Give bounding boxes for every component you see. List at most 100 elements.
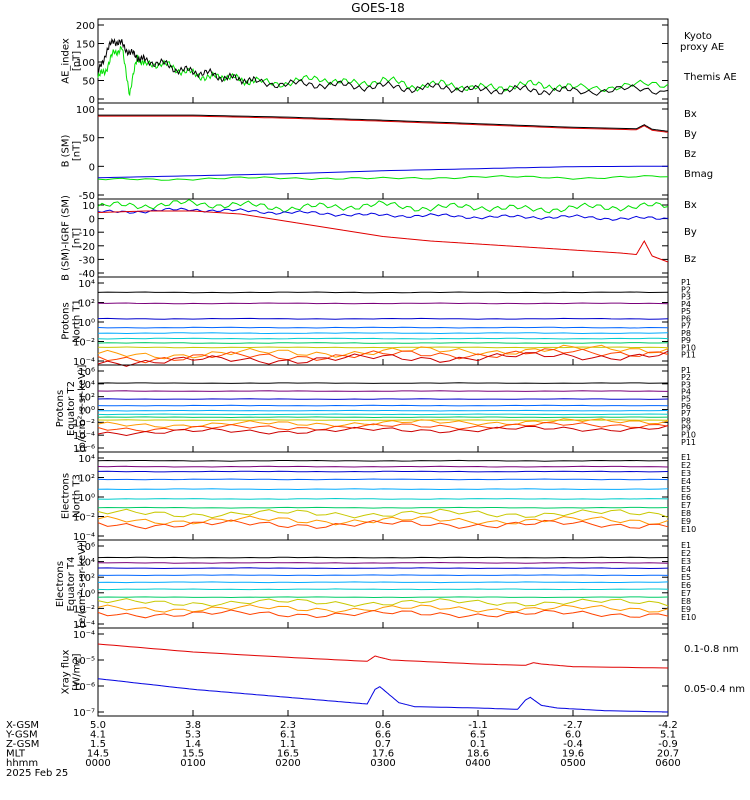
x-row-value: 2.3 [280,720,296,731]
y-axis-title: [W/m2] [72,653,83,690]
y-axis-title: Protons [55,390,66,427]
legend-entry: E1 [681,453,691,462]
y-axis-title: North T3 [72,474,83,518]
legend-entry: P8 [681,416,691,425]
legend-entry: Bz [684,149,696,160]
channel-line-e6 [97,497,669,500]
channel-line-e6 [97,588,669,591]
legend-entry: P3 [681,380,691,389]
series-bmag [98,114,669,132]
channel-line-p3 [97,398,669,400]
legend-entry: P11 [681,438,696,447]
y-tick-label: 0 [89,162,95,173]
series-bz [97,210,669,263]
series-bx [97,165,668,179]
legend-entry: E1 [681,541,691,550]
y-axis-title: Electrons [55,561,66,607]
x-row-value: 20.7 [657,749,679,760]
channel-line-e4 [97,574,669,577]
legend-entry: P8 [681,329,691,338]
legend-entry: Bx [684,200,697,211]
x-row-value: 3.8 [185,720,201,731]
x-row-value: 1.1 [280,739,296,750]
x-row-value: 6.5 [470,730,486,741]
legend-entry: E5 [681,485,691,494]
y-tick-label: 10⁰ [78,318,95,329]
x-row-value: -1.1 [468,720,488,731]
channel-line-e3 [97,470,669,473]
legend-entry: E8 [681,597,691,606]
x-row-value: 0100 [180,758,205,769]
y-tick-label: 10⁻⁴ [73,630,95,641]
x-row-value: 0200 [275,758,300,769]
x-row-value: 0400 [465,758,490,769]
channel-line-e4 [97,478,669,481]
y-tick-label: 10⁻⁷ [73,708,95,719]
y-axis-title: [nT] [72,228,83,248]
x-row-value: 18.6 [467,749,489,760]
y-tick-label: 10² [78,573,95,584]
x-row-value: 6.1 [280,730,296,741]
channel-line-e10 [97,609,669,619]
x-row-value: -4.2 [658,720,678,731]
x-row-label: X-GSM [6,720,39,731]
y-tick-label: 10⁻⁶ [73,682,95,693]
legend-entry: P2 [681,285,691,294]
legend-entry: E5 [681,573,691,582]
y-tick-label: 200 [76,21,95,32]
channel-line-e7 [97,506,669,509]
legend-entry: P4 [681,388,691,397]
y-tick-label: 100 [76,58,95,69]
x-row-value: 17.6 [372,749,394,760]
channel-line-e7 [97,596,669,599]
legend-entry: E10 [681,525,696,534]
x-row-value: 5.0 [90,720,106,731]
y-tick-label: 10⁻² [73,513,95,524]
x-row-value: 6.0 [565,730,581,741]
channel-line-p4 [97,404,669,407]
legend-entry: P11 [681,351,696,360]
channel-line-e5 [97,488,669,491]
y-tick-label: 0 [89,95,95,106]
x-row-label: hhmm [6,758,38,769]
legend-entry: E3 [681,557,691,566]
panel-bigrf: 100-10-20-30-40B (SM)-IGRF (SM) [nT]BxByB… [61,195,697,281]
panel-p1: 10⁴ 10² 10⁰ 10⁻² 10⁻⁴ Protons North T1 P1P2P3P4… [61,276,696,368]
x-row-value: 0.1 [470,739,486,750]
x-row-value: 0600 [655,758,680,769]
panel-e1: 10⁴ 10² 10⁰ 10⁻² 10⁻⁴ Electrons North T3 E1E2E3… [61,451,696,543]
legend-entry: P3 [681,293,691,302]
channel-line-p10 [97,348,669,364]
legend-entry: P10 [681,431,696,440]
legend-entry: P1 [681,278,691,287]
y-tick-label: 10⁴ [78,279,95,290]
legend-entry: E4 [681,477,691,486]
x-axis-table: X-GSM 5.0 3.8 2.3 0.6 -1.1 -2.7 -4.2 Y-GSM 4.1 5.3… [5,720,681,769]
legend-entry: E4 [681,565,691,574]
legend-entry: P4 [681,300,691,309]
panel-frame [97,18,669,104]
channel-line-e5 [97,581,669,584]
channel-line-e8 [97,598,669,607]
legend-entry: E7 [681,501,691,510]
y-axis-title: [nT] [72,141,83,161]
x-row-value: 1.5 [90,739,106,750]
legend-entry: By [684,129,697,140]
legend-entry: E9 [681,517,691,526]
channel-line-e3 [97,567,669,570]
y-tick-label: 10⁴ [78,454,95,465]
x-row-value: -0.4 [563,739,583,750]
channel-line-e1 [97,556,669,559]
y-axis-title: Electrons [61,473,72,519]
y-tick-label: 10⁰ [78,406,95,417]
panel-bsm: 100 50 0 -50 B (SM) [nT] Bx By Bz Bmag [61,102,713,202]
channel-line-p6 [97,337,669,340]
y-tick-label: 10⁻⁴ [73,431,95,442]
x-row-value: 4.1 [90,730,106,741]
legend-entry: P2 [681,373,691,382]
y-tick-label: 10⁻⁶ [73,444,95,455]
y-axis-title: [p/(cm²-s-sr-keV)] [77,365,88,453]
y-tick-label: 10 [82,201,95,212]
